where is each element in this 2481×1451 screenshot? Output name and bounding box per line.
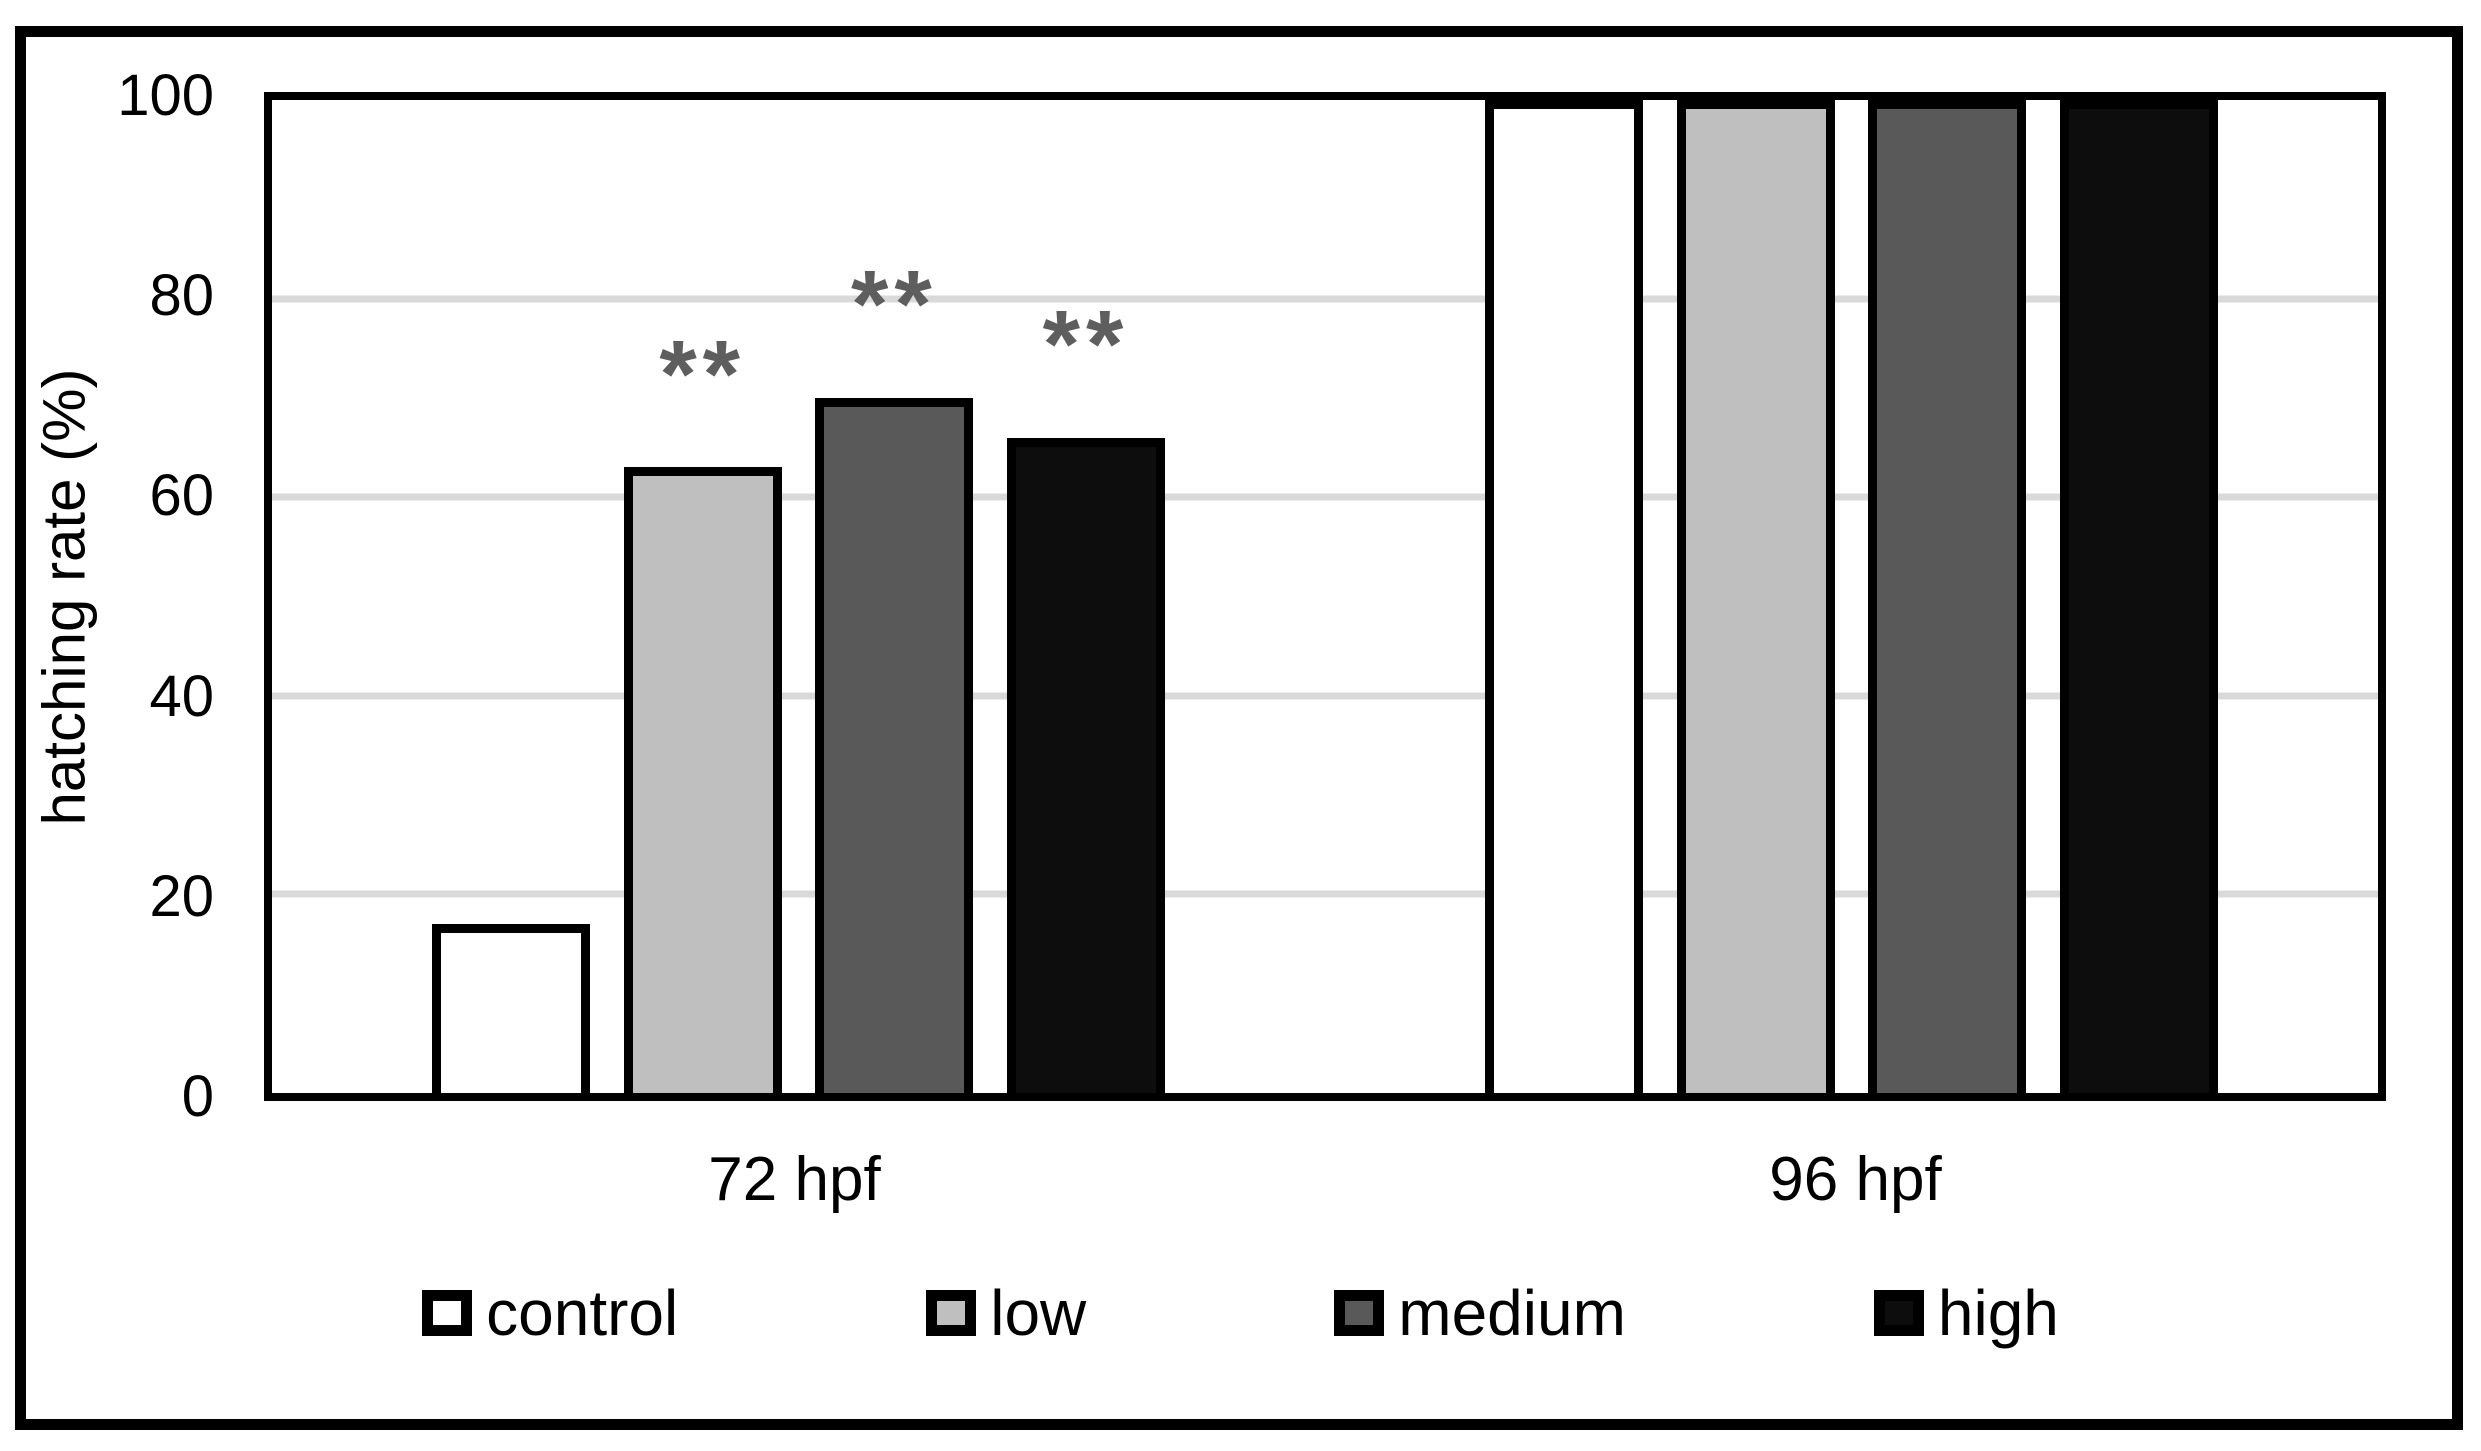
legend-item-control: control xyxy=(422,1281,678,1345)
bar-72-hpf-high xyxy=(1006,437,1165,1093)
y-tick-label-20: 20 xyxy=(149,863,214,929)
y-tick-label-40: 40 xyxy=(149,663,214,729)
y-tick-label-60: 60 xyxy=(149,463,214,529)
y-axis-tick-labels: 0 20 40 60 80 100 xyxy=(0,67,214,1126)
legend-swatch-low xyxy=(926,1290,977,1336)
bar-96-hpf-high xyxy=(2059,100,2218,1093)
gridline-60 xyxy=(272,493,2378,501)
bar-72-hpf-medium xyxy=(815,397,974,1093)
legend-item-high: high xyxy=(1873,1277,2059,1349)
significance-marker-72-hpf-low: ** xyxy=(659,320,747,428)
legend-label-control: control xyxy=(486,1277,679,1349)
x-axis-category-labels: 72 hpf 96 hpf xyxy=(264,1145,2386,1226)
category-label-96-hpf: 96 hpf xyxy=(1769,1145,1942,1214)
legend-item-low: low xyxy=(926,1281,1086,1345)
gridline-20 xyxy=(272,890,2378,898)
legend-label-low: low xyxy=(990,1277,1087,1349)
significance-marker-72-hpf-high: ** xyxy=(1042,290,1130,398)
bar-96-hpf-control xyxy=(1485,100,1643,1093)
y-tick-label-80: 80 xyxy=(149,263,214,329)
y-tick-label-0: 0 xyxy=(181,1064,214,1129)
bar-96-hpf-medium xyxy=(1868,100,2027,1093)
legend-swatch-high xyxy=(1873,1290,1924,1336)
y-tick-label-100: 100 xyxy=(117,63,214,128)
legend-item-medium: medium xyxy=(1334,1281,1626,1345)
gridline-40 xyxy=(272,692,2378,700)
legend-label-high: high xyxy=(1937,1277,2059,1349)
legend-swatch-control xyxy=(422,1290,473,1336)
legend: control low medium high xyxy=(0,1268,2481,1358)
category-label-72-hpf: 72 hpf xyxy=(708,1145,881,1214)
legend-label-medium: medium xyxy=(1398,1277,1626,1349)
bar-96-hpf-low xyxy=(1676,100,1835,1093)
plot-area: ** ** ** xyxy=(264,92,2386,1101)
bar-72-hpf-control xyxy=(432,924,590,1093)
gridline-80 xyxy=(272,295,2378,303)
significance-marker-72-hpf-medium: ** xyxy=(850,251,938,359)
figure-border xyxy=(15,26,2463,1430)
bar-72-hpf-low xyxy=(623,467,782,1093)
legend-swatch-medium xyxy=(1334,1290,1385,1336)
